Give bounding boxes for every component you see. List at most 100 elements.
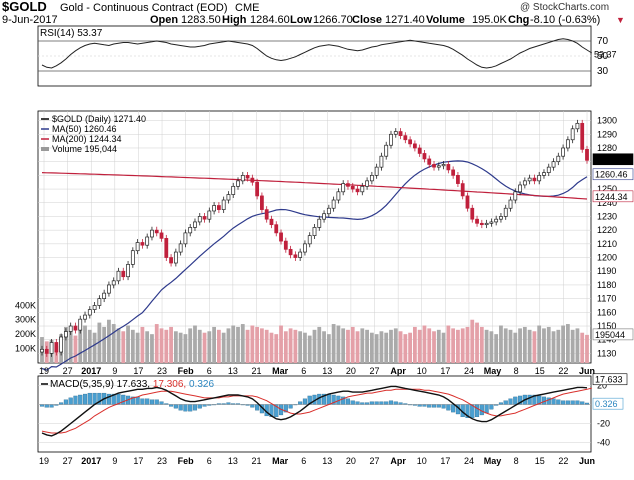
price-tick-label: 1230 <box>597 211 617 221</box>
price-x-label: 20 <box>346 366 356 376</box>
candle-body <box>111 280 116 286</box>
macd-x-label: 15 <box>535 456 545 466</box>
macd-histogram-bar <box>388 400 394 405</box>
candle-body <box>197 216 202 223</box>
volume-bar <box>164 329 169 363</box>
candle-body <box>116 270 121 282</box>
candle-body <box>561 147 565 157</box>
candle-body <box>446 164 451 171</box>
value-label-box <box>592 153 634 166</box>
volume-bar <box>561 325 565 363</box>
price-x-label: 19 <box>39 366 49 376</box>
volume-bar <box>441 332 446 363</box>
candle-body <box>54 342 59 353</box>
macd-histogram-bar <box>121 394 126 405</box>
watermark: @ StockCharts.com <box>520 2 610 13</box>
volume-bar <box>369 332 374 363</box>
volume-bar <box>68 331 73 363</box>
candle-body <box>484 222 489 226</box>
candle-body <box>565 139 570 149</box>
volume-bar <box>326 334 331 363</box>
macd-histogram-bar <box>145 398 150 405</box>
price-x-label: 13 <box>228 366 238 376</box>
price-x-label: 17 <box>440 366 450 376</box>
macd-histogram-bar <box>565 400 570 405</box>
candle-body <box>503 207 508 217</box>
macd-histogram-bar <box>479 404 484 416</box>
volume-bar <box>303 332 307 363</box>
candle-body <box>374 166 379 176</box>
volume-bar <box>107 319 111 363</box>
volume-bar <box>412 326 417 363</box>
macd-tick-label: -40 <box>597 438 610 448</box>
rsi-value-label: 53.37 <box>594 49 617 59</box>
macd-histogram-bar <box>135 396 140 405</box>
macd-x-label: 6 <box>301 456 306 466</box>
chg-label: Chg <box>508 14 530 26</box>
macd-histogram-bar <box>503 400 508 405</box>
volume-bar <box>240 324 245 363</box>
volume-bar <box>226 328 231 363</box>
volume-bar <box>575 328 580 363</box>
volume-bar <box>322 331 326 363</box>
macd-histogram-bar <box>255 404 260 411</box>
macd-x-label: 22 <box>558 456 568 466</box>
macd-x-label: Feb <box>178 456 195 466</box>
macd-x-label: 13 <box>322 456 332 466</box>
candle-body <box>173 251 178 264</box>
contract-description: Gold - Continuous Contract (EOD) <box>60 2 228 14</box>
macd-line <box>41 385 588 437</box>
macd-histogram-bar <box>154 399 159 405</box>
price-x-label: 15 <box>535 366 545 376</box>
candle-body <box>126 264 130 278</box>
open-label: Open <box>150 14 179 26</box>
macd-histogram-bar <box>527 394 532 405</box>
macd-histogram-bar <box>384 401 389 405</box>
volume-bar <box>283 331 288 363</box>
candle-body <box>226 194 231 201</box>
macd-histogram-bar <box>551 398 556 405</box>
rsi-title: RSI(14) 53.37 <box>40 28 103 39</box>
candle-body <box>307 235 312 245</box>
volume-bar <box>307 335 312 363</box>
price-tick-label: 1250 <box>597 184 617 194</box>
volume-bar <box>513 332 518 363</box>
candle-body <box>293 254 298 258</box>
macd-histogram-bar <box>508 398 513 405</box>
volume-bar <box>293 329 298 363</box>
candle-body <box>221 199 226 210</box>
macd-histogram-bar <box>355 401 360 405</box>
volume-bar <box>126 325 130 363</box>
candle-body <box>236 180 240 187</box>
candle-body <box>522 180 527 186</box>
macd-histogram-bar <box>451 404 456 413</box>
macd-title-part: 17.306, <box>153 379 189 390</box>
candle-body <box>350 185 355 190</box>
macd-histogram-bar <box>374 401 379 405</box>
price-x-label: May <box>484 366 502 376</box>
macd-title-part: MACD(5,35,9) 17.633, <box>50 379 153 390</box>
volume-bar <box>193 325 197 363</box>
volume-bar <box>216 329 221 363</box>
volume-bar <box>336 325 341 363</box>
price-tick-label: 1220 <box>597 225 617 235</box>
candle-body <box>451 169 456 176</box>
price-tick-label: 1200 <box>597 253 617 263</box>
volume-bar <box>188 328 193 363</box>
candle-body <box>78 318 83 331</box>
macd-x-label: 27 <box>63 456 73 466</box>
candle-body <box>159 232 164 239</box>
candle-body <box>298 251 303 258</box>
candle-body <box>64 331 68 338</box>
rsi-tick-label: 50 <box>597 51 609 62</box>
candle-body <box>570 128 575 141</box>
low-value: 1266.70 <box>313 14 353 26</box>
candle-body <box>212 205 216 212</box>
volume-bar <box>197 329 202 363</box>
volume-bar <box>264 329 269 363</box>
volume-bar <box>494 334 499 363</box>
candle-body <box>365 180 369 187</box>
down-arrow-icon: ▼ <box>616 15 625 25</box>
candle-body <box>518 184 522 193</box>
